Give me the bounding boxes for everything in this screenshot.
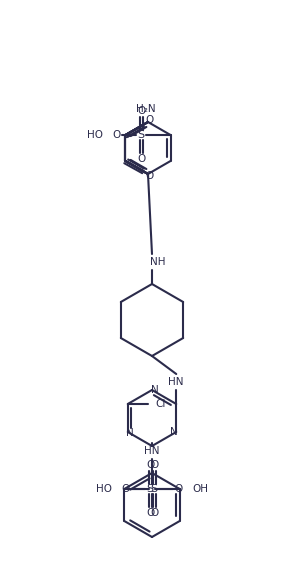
Text: S: S [137, 130, 144, 140]
Text: O: O [112, 130, 121, 140]
Text: N: N [170, 427, 178, 437]
Text: N: N [151, 385, 159, 395]
Text: O: O [145, 171, 154, 181]
Text: O: O [151, 460, 159, 470]
Text: HO: HO [96, 484, 112, 494]
Text: O: O [145, 115, 154, 125]
Text: O: O [146, 460, 154, 470]
Text: HO: HO [86, 130, 103, 140]
Text: O: O [122, 484, 130, 494]
Text: O: O [137, 106, 145, 116]
Text: Cl: Cl [156, 399, 166, 409]
Text: O: O [151, 508, 159, 518]
Text: O: O [174, 484, 182, 494]
Text: S: S [146, 484, 153, 494]
Text: H₂N: H₂N [136, 104, 156, 114]
Text: HN: HN [169, 377, 184, 387]
Text: OH: OH [192, 484, 208, 494]
Text: HN: HN [144, 446, 160, 456]
Text: O: O [137, 154, 145, 164]
Text: S: S [151, 484, 158, 494]
Text: NH: NH [150, 257, 166, 267]
Text: O: O [146, 508, 154, 518]
Text: N: N [126, 428, 134, 438]
